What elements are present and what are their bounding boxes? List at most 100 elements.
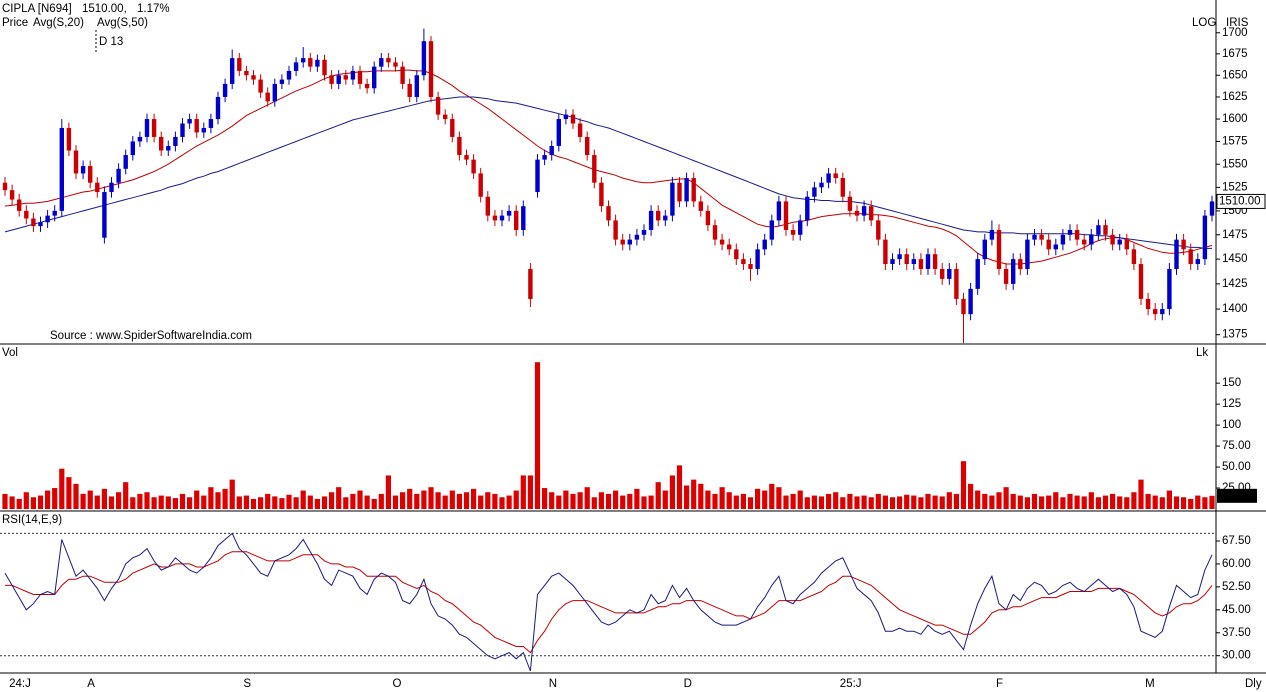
candle-body [563,114,569,120]
candle-body [400,66,405,84]
candle-body [989,229,995,240]
volume-bar [811,495,817,509]
candle-body [585,136,590,156]
candle-body [457,136,462,156]
volume-bar [1202,497,1208,509]
volume-bar [584,487,590,509]
candle-body [947,268,952,279]
candle-body [116,168,121,183]
candle-body [1110,234,1115,245]
candle-body [506,210,512,216]
volume-bar [279,498,285,509]
volume-bar [478,495,484,509]
candle-body [1011,259,1016,284]
candle-body [66,127,72,151]
candle-body [336,75,341,84]
volume-bar [116,492,122,509]
volume-bar [187,497,193,509]
candle-body [677,182,682,202]
volume-bar [485,492,491,509]
volume-bar [655,482,661,509]
candle-body [592,155,597,183]
candle-body [450,119,455,137]
volume-bar [1010,493,1016,509]
candle-body [485,196,490,216]
candle-body [499,215,505,221]
legend-item: Avg(S,20) [33,17,84,29]
x-tick-label: D [684,678,692,690]
volume-bar [321,496,328,509]
volume-bar [904,494,910,509]
x-tick-label: N [549,678,557,690]
volume-bar [925,493,931,509]
volume-bar [456,493,462,509]
x-tick-label: F [996,678,1003,690]
candle-body [982,239,987,260]
volume-bar [165,496,171,509]
candle-body [31,218,36,227]
candle-body [1032,234,1037,240]
volume-bar [946,492,952,509]
volume-bar [975,490,981,509]
volume-bar [499,497,505,509]
candle-body [606,206,611,221]
x-tick-label: M [1145,678,1155,690]
candle-body [201,127,206,133]
candle-body [634,234,640,240]
price-text: 1510.00, [82,3,127,15]
cursor-label: D 13 [99,36,123,48]
candle-body [1103,225,1108,235]
candle-body [1067,229,1073,235]
candle-body [187,119,192,124]
volume-bar [726,492,732,509]
x-tick-label: S [243,678,251,690]
candle-body [755,249,760,269]
volume-bar [989,495,995,509]
volume-bar [1074,495,1080,509]
volume-bar [676,465,683,509]
volume-bar [1195,495,1201,509]
volume-bar [400,492,406,509]
volume-bar [307,495,313,509]
vendor-label: IRIS [1226,17,1249,29]
volume-bar [392,495,399,509]
candle-body [45,215,50,223]
candle-body [88,166,93,183]
candle-body [1089,234,1094,245]
candle-body [151,119,157,137]
volume-bar [641,496,647,509]
volume-bar [911,495,917,509]
panel-title: RSI(14,E,9) [2,514,62,526]
volume-bar [840,497,846,509]
candle-body [1124,239,1129,250]
volume-bar [66,477,72,509]
volume-bar [875,493,881,509]
volume-bar [471,488,477,509]
volume-bar [314,498,320,509]
signal-line [5,551,1213,654]
volume-bar [37,495,44,509]
candle-body [230,58,235,84]
volume-bar [627,493,633,509]
volume-bar [407,488,413,509]
volume-bar [442,495,448,509]
volume-bar [783,495,789,509]
volume-bar [144,492,150,509]
volume-bar [747,497,754,509]
candle-body [1195,259,1200,265]
candle-body [95,182,100,193]
candle-body [80,166,86,174]
last-value-label: 15.71 [1219,490,1248,502]
candle-body [890,259,895,265]
volume-bar [428,487,434,509]
volume-bar [1003,487,1009,509]
volume-bar [520,475,526,509]
volume-bar [804,497,810,509]
volume-bar [16,498,22,509]
candle-body [613,220,618,240]
candle-body [940,268,945,279]
y-tick-label: 125 [1222,398,1241,410]
volume-bar [123,482,129,509]
candle-body [1188,249,1193,265]
candle-body [741,259,746,265]
